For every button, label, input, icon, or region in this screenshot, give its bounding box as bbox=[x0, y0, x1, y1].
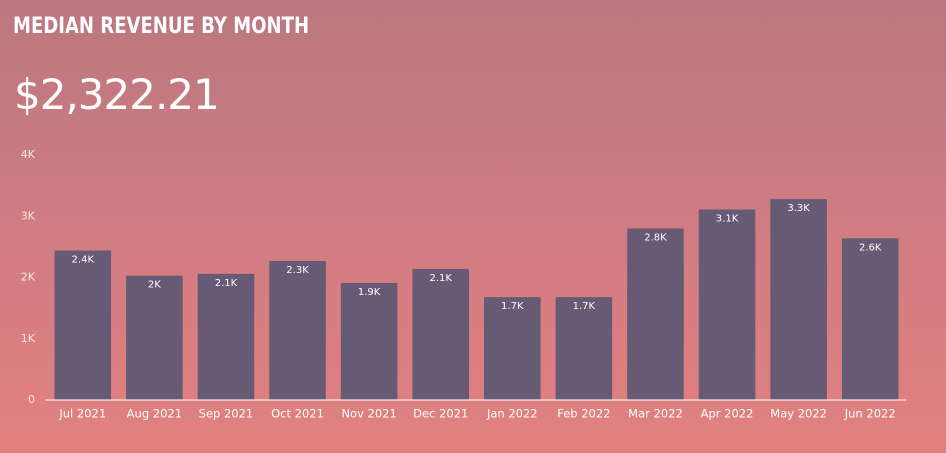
x-tick-label: Oct 2021 bbox=[271, 407, 324, 421]
x-tick-label: Apr 2022 bbox=[701, 407, 754, 421]
value-label: 3.1K bbox=[716, 214, 739, 225]
value-label: 2.6K bbox=[859, 242, 882, 253]
value-label: 2.3K bbox=[286, 265, 309, 276]
x-tick-label: Mar 2022 bbox=[628, 407, 683, 421]
bar bbox=[340, 283, 398, 400]
x-tick-label: Jul 2021 bbox=[58, 407, 106, 421]
bar bbox=[841, 238, 899, 400]
y-tick-label: 3K bbox=[21, 209, 36, 222]
value-label: 1.9K bbox=[358, 287, 381, 298]
y-tick-label: 4K bbox=[21, 148, 36, 161]
y-tick-label: 0 bbox=[28, 393, 35, 406]
value-label: 1.7K bbox=[501, 301, 524, 312]
bar bbox=[484, 297, 541, 400]
x-tick-label: Jan 2022 bbox=[486, 407, 538, 421]
value-label: 3.3K bbox=[787, 203, 810, 214]
value-label: 2K bbox=[148, 280, 161, 291]
card-title: MEDIAN REVENUE BY MONTH bbox=[13, 14, 310, 39]
x-tick-label: Jun 2022 bbox=[844, 407, 896, 421]
kpi-value: $2,322.21 bbox=[14, 70, 220, 119]
x-tick-label: Dec 2021 bbox=[413, 407, 468, 421]
value-label: 2.1K bbox=[215, 278, 238, 289]
bar bbox=[555, 297, 613, 400]
bar bbox=[269, 260, 326, 400]
value-label: 2.1K bbox=[429, 273, 452, 284]
x-tick-label: Feb 2022 bbox=[557, 407, 610, 421]
x-tick-label: Sep 2021 bbox=[199, 407, 254, 421]
value-label: 2.8K bbox=[644, 233, 667, 244]
x-tick-label: May 2022 bbox=[770, 407, 827, 421]
x-tick-label: Nov 2021 bbox=[341, 407, 396, 421]
y-tick-label: 2K bbox=[21, 271, 36, 284]
bar bbox=[197, 273, 255, 400]
y-tick-label: 1K bbox=[21, 332, 36, 345]
value-label: 1.7K bbox=[573, 301, 596, 312]
bar bbox=[698, 209, 756, 400]
bar bbox=[770, 199, 827, 400]
bar bbox=[412, 268, 469, 400]
bar bbox=[54, 250, 112, 400]
bar bbox=[126, 275, 183, 400]
x-tick-label: Aug 2021 bbox=[127, 407, 182, 421]
bar bbox=[627, 228, 684, 400]
value-label: 2.4K bbox=[72, 255, 95, 266]
